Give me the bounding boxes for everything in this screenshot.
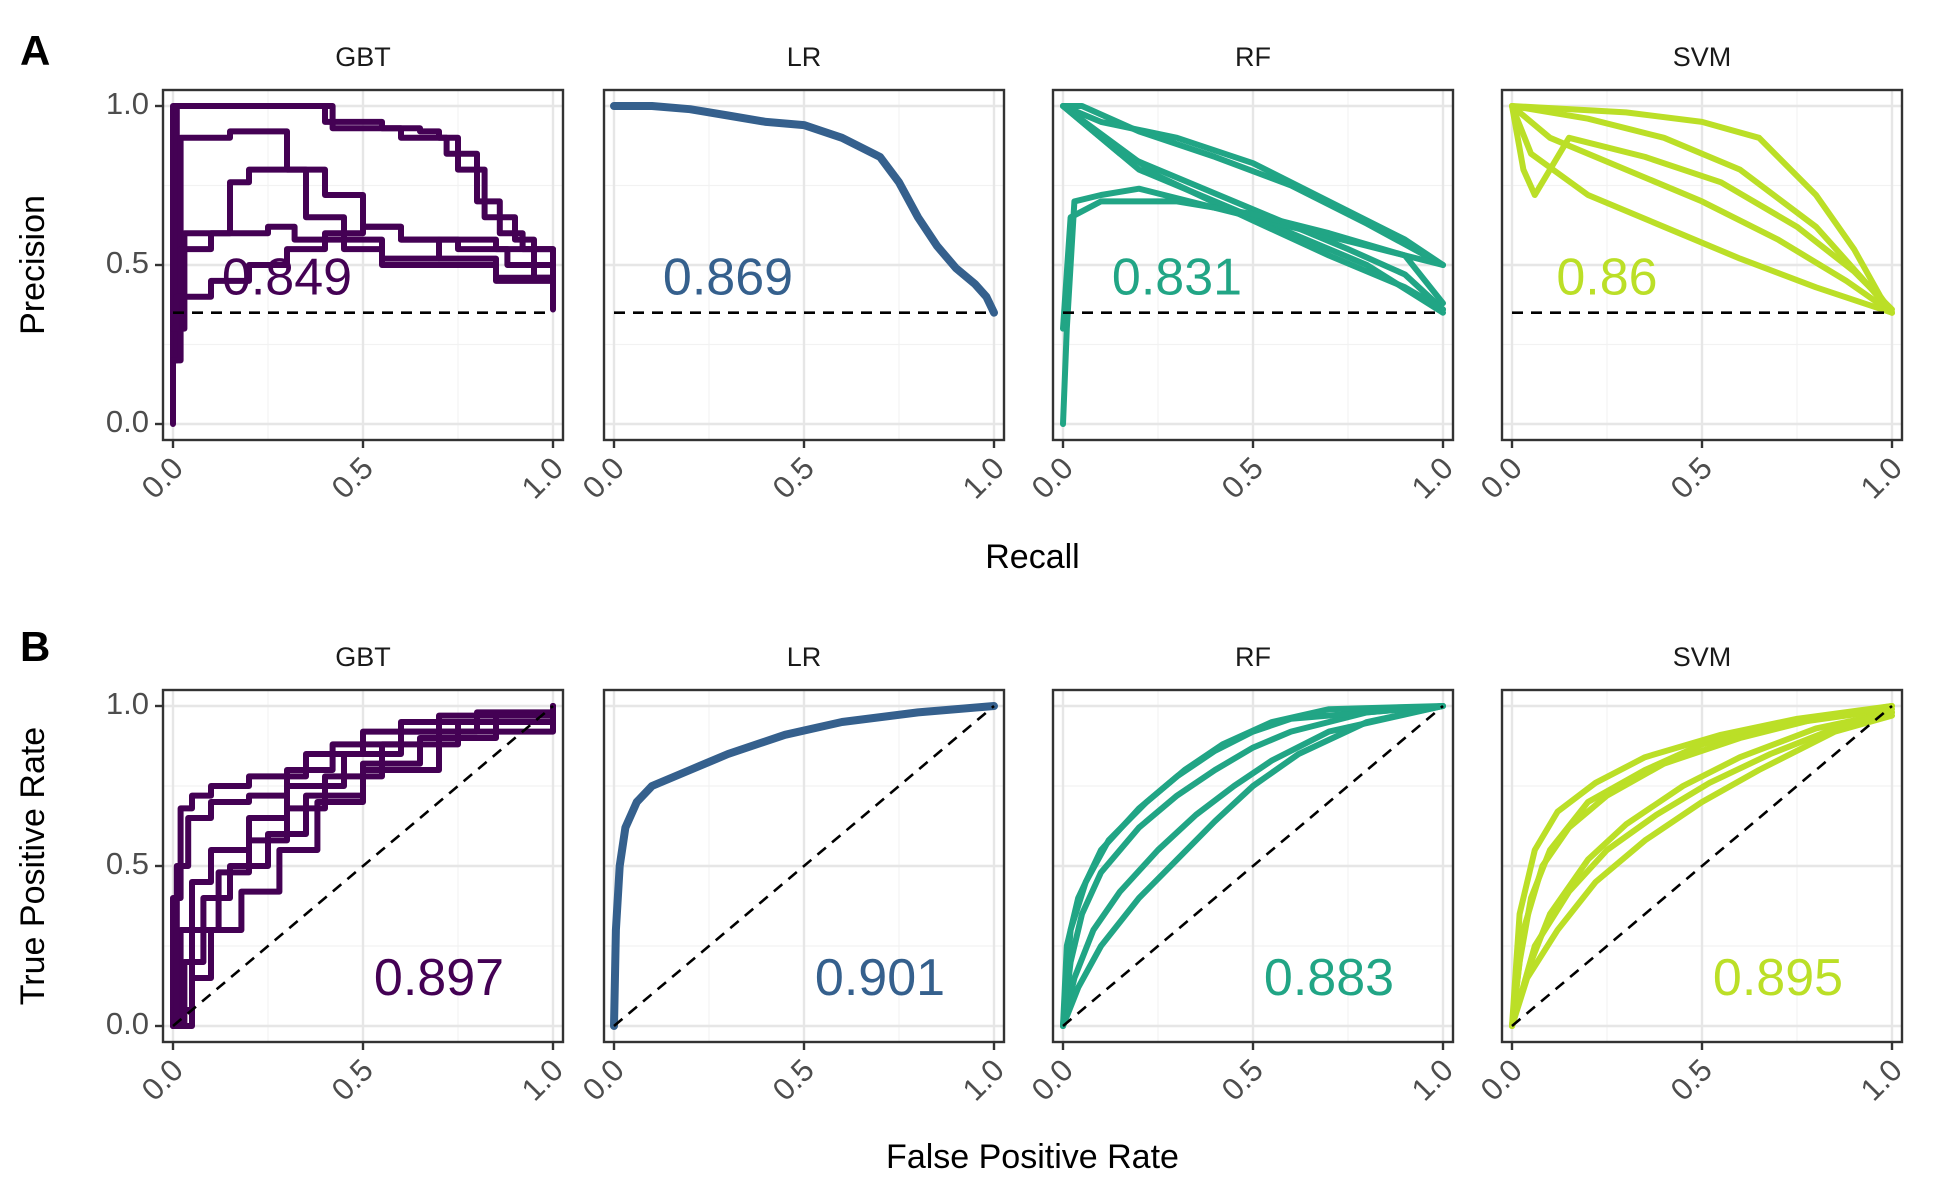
score-annotation: 0.883	[1264, 949, 1394, 1007]
series-line-1	[610, 702, 998, 1030]
y-tick-label: 1.0	[106, 86, 149, 121]
score-annotation: 0.901	[815, 949, 945, 1007]
facet-title: SVM	[1673, 42, 1732, 72]
x-axis-label: False Positive Rate	[886, 1138, 1179, 1176]
series-line-5	[1509, 103, 1895, 313]
series-line-3	[1060, 703, 1446, 1029]
y-tick-label: 0.0	[106, 404, 149, 439]
series-line-7	[1060, 198, 1446, 332]
baseline-line	[613, 705, 995, 1027]
baseline-line	[1062, 705, 1444, 1027]
series-line-4	[1509, 712, 1895, 1029]
panel-label: A	[20, 27, 50, 74]
series-line-1	[610, 102, 998, 317]
facet-title: GBT	[335, 642, 391, 672]
series-line-4	[1060, 703, 1446, 1029]
facet-title: RF	[1235, 642, 1271, 672]
series-line-2	[1060, 103, 1446, 268]
series-line-1	[1509, 103, 1895, 316]
series-line-5	[1060, 703, 1446, 1029]
series-line-5	[170, 703, 556, 1029]
facet-title: GBT	[335, 42, 391, 72]
score-annotation: 0.869	[663, 249, 793, 307]
series-line-5	[1509, 703, 1895, 1029]
y-tick-label: 0.0	[106, 1006, 149, 1041]
score-annotation: 0.831	[1112, 249, 1242, 307]
facet-title: SVM	[1673, 642, 1732, 672]
baseline-line	[172, 705, 554, 1027]
score-annotation: 0.849	[222, 249, 352, 307]
series-line-6	[170, 223, 556, 332]
y-axis-label: Precision	[14, 195, 52, 335]
series-line-6	[170, 703, 556, 1029]
series-line-4	[1509, 103, 1895, 316]
score-annotation: 0.895	[1713, 949, 1843, 1007]
y-tick-label: 0.5	[106, 245, 149, 280]
series-line-2	[170, 103, 556, 364]
score-annotation: 0.86	[1556, 249, 1657, 307]
facet-title: RF	[1235, 42, 1271, 72]
facet-title: LR	[787, 642, 822, 672]
x-axis-label: Recall	[985, 538, 1079, 576]
facet-title: LR	[787, 42, 822, 72]
series-line-1	[1060, 703, 1446, 1029]
series-line-2	[1509, 703, 1895, 1029]
score-annotation: 0.897	[374, 949, 504, 1007]
series-line-5	[1060, 103, 1446, 313]
baseline-line	[1511, 705, 1893, 1027]
y-axis-label: True Positive Rate	[14, 727, 52, 1005]
panel-label: B	[20, 623, 50, 670]
y-tick-label: 1.0	[106, 686, 149, 721]
chart-row-b: B True Positive Rate False Positive Rate GB…	[14, 623, 1909, 1176]
y-tick-label: 0.5	[106, 846, 149, 881]
series-line-6	[1509, 709, 1895, 1029]
series-line-3	[170, 703, 556, 1029]
series-line-3	[1509, 103, 1895, 316]
